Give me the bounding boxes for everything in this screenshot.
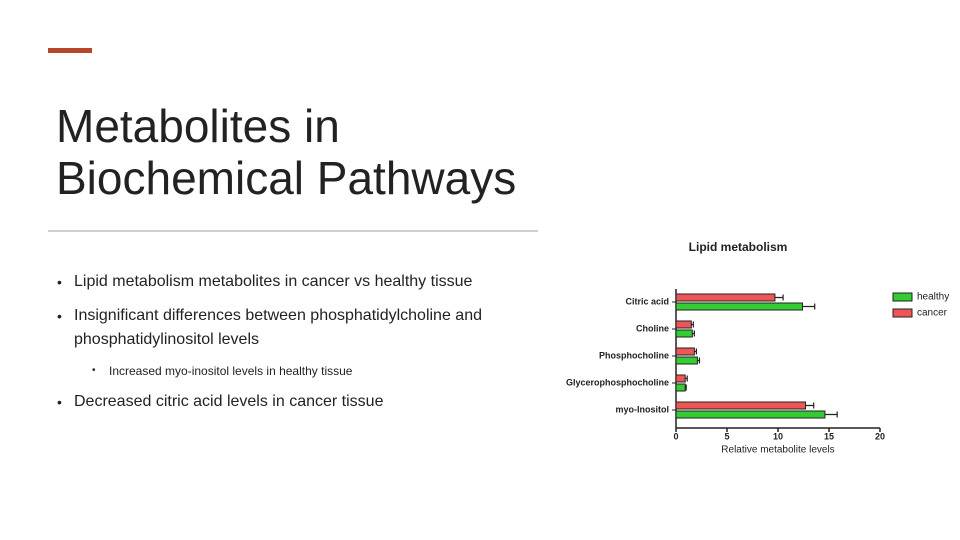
legend-label: cancer [917, 308, 948, 319]
legend-swatch [892, 308, 913, 318]
bar [675, 410, 826, 419]
error-bar [685, 375, 688, 382]
bar [675, 293, 776, 302]
error-bar [685, 384, 687, 391]
separator [48, 230, 538, 232]
y-tick-label: myo-Inositol [616, 404, 670, 414]
title-line: Biochemical Pathways [56, 152, 517, 204]
bullet-item: Insignificant differences between phosph… [57, 304, 537, 380]
error-bar [802, 303, 816, 310]
bar [675, 374, 686, 383]
error-bar [692, 330, 695, 337]
chart-title: Lipid metabolism [689, 240, 788, 254]
bar [675, 356, 698, 365]
x-tick-label: 5 [724, 431, 729, 441]
error-bar [824, 411, 838, 418]
bullet-text: Lipid metabolism metabolites in cancer v… [57, 270, 537, 294]
error-bar [774, 294, 784, 301]
bar [675, 401, 807, 410]
bar [675, 383, 686, 392]
title-line: Metabolites in [56, 100, 340, 152]
y-tick-label: Phosphocholine [599, 350, 669, 360]
x-axis-label: Relative metabolite levels [721, 445, 834, 456]
x-tick-label: 0 [673, 431, 678, 441]
bar [675, 329, 693, 338]
x-tick-label: 20 [875, 431, 885, 441]
error-bar [691, 321, 694, 328]
bullet-item: Decreased citric acid levels in cancer t… [57, 390, 537, 414]
bar [675, 302, 803, 311]
bullet-text: Decreased citric acid levels in cancer t… [57, 390, 537, 414]
y-tick-label: Citric acid [625, 296, 669, 306]
x-tick-label: 10 [773, 431, 783, 441]
x-tick-label: 15 [824, 431, 834, 441]
error-bar [697, 357, 701, 364]
y-tick-label: Choline [636, 323, 669, 333]
bar [675, 320, 692, 329]
error-bar [694, 348, 697, 355]
sub-bullet-text: Increased myo-inositol levels in healthy… [92, 362, 537, 380]
bullet-item: Lipid metabolism metabolites in cancer v… [57, 270, 537, 294]
slide-title: Metabolites in Biochemical Pathways [56, 100, 516, 204]
bullet-list: Lipid metabolism metabolites in cancer v… [57, 270, 537, 424]
y-tick-label: Glycerophosphocholine [566, 377, 669, 387]
legend-label: healthy [917, 292, 949, 303]
legend-swatch [892, 292, 913, 302]
error-bar [805, 402, 815, 409]
bullet-text: Insignificant differences between phosph… [57, 304, 537, 352]
bar [675, 347, 695, 356]
accent-bar [48, 48, 92, 53]
